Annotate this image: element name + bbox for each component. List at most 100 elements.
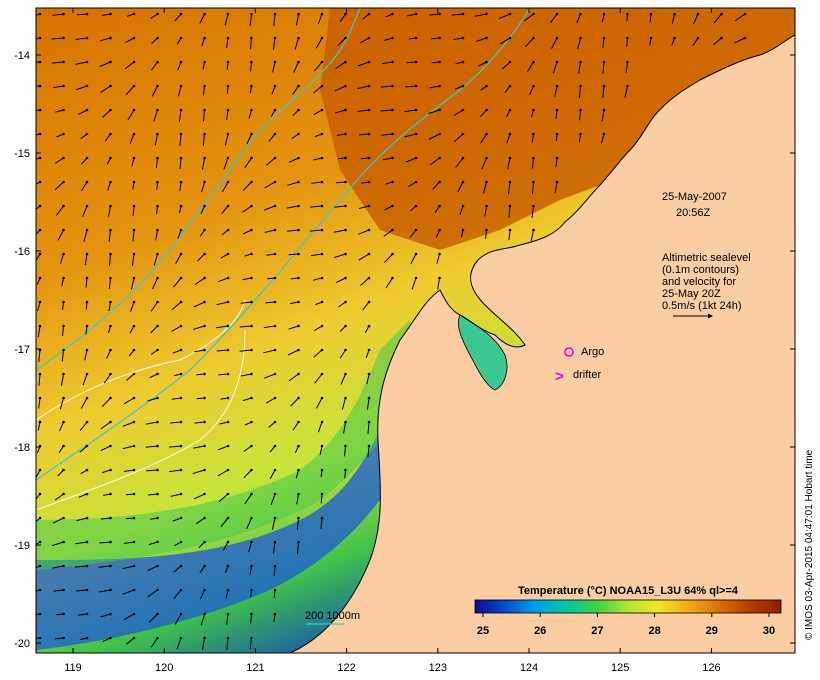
velocity-arrow-origin	[203, 108, 206, 112]
velocity-arrow	[148, 613, 158, 623]
velocity-arrow-origin	[62, 420, 65, 424]
velocity-arrow-origin	[62, 252, 65, 256]
velocity-arrow-origin	[250, 276, 253, 280]
velocity-arrow-origin	[132, 300, 136, 304]
velocity-arrow-origin	[250, 420, 253, 424]
velocity-arrow	[77, 109, 88, 116]
velocity-arrow-origin	[85, 612, 89, 616]
velocity-arrow-origin	[297, 348, 300, 352]
velocity-arrow	[76, 85, 88, 91]
velocity-arrow-origin	[508, 12, 512, 16]
velocity-arrow-origin	[132, 228, 136, 232]
velocity-arrow-origin	[320, 396, 324, 400]
velocity-arrow-origin	[109, 180, 112, 184]
altimetry-contour-a	[36, 299, 246, 421]
velocity-arrow	[145, 445, 158, 448]
velocity-arrow-origin	[132, 252, 136, 256]
velocity-arrow-origin	[62, 324, 65, 328]
velocity-arrow-origin	[132, 372, 136, 376]
velocity-arrow-origin	[156, 540, 159, 544]
velocity-arrow-origin	[273, 540, 277, 544]
velocity-arrow	[601, 109, 605, 122]
velocity-arrow-origin	[320, 180, 324, 184]
velocity-arrow	[226, 637, 229, 650]
altimetry-line-2: (0.1m contours)	[662, 264, 739, 276]
velocity-arrow	[431, 61, 440, 64]
velocity-arrow	[61, 277, 64, 287]
velocity-arrow-origin	[508, 156, 512, 160]
velocity-arrow	[367, 421, 370, 434]
velocity-arrow	[383, 157, 393, 161]
velocity-arrow-origin	[273, 12, 277, 16]
velocity-arrow	[51, 541, 64, 547]
velocity-arrow	[693, 13, 699, 25]
velocity-arrow	[315, 397, 323, 409]
velocity-arrow-origin	[179, 420, 183, 424]
velocity-arrow-origin	[156, 516, 159, 520]
velocity-arrow-origin	[62, 204, 65, 208]
velocity-arrow	[286, 205, 299, 209]
velocity-arrow	[476, 37, 487, 42]
velocity-arrow	[530, 229, 534, 242]
velocity-arrow-origin	[85, 588, 89, 592]
velocity-arrow-origin	[297, 300, 300, 304]
lat-tick-label: -15	[14, 148, 30, 160]
velocity-arrow-origin	[62, 228, 65, 232]
velocity-arrow-origin	[297, 396, 300, 400]
velocity-arrow-origin	[297, 420, 300, 424]
velocity-arrow-origin	[132, 12, 136, 16]
velocity-arrow-origin	[156, 132, 159, 136]
time-label: 20:56Z	[676, 207, 711, 219]
velocity-arrow	[122, 565, 135, 570]
velocity-arrow-origin	[203, 180, 206, 184]
velocity-arrow-origin	[273, 108, 277, 112]
velocity-arrow	[269, 445, 276, 453]
velocity-arrow-origin	[38, 372, 42, 376]
velocity-arrow-origin	[320, 84, 324, 88]
velocity-arrow	[478, 61, 487, 67]
velocity-arrow-origin	[109, 564, 112, 568]
velocity-arrow	[130, 301, 135, 312]
velocity-arrow-origin	[297, 468, 300, 472]
velocity-arrow	[218, 493, 229, 503]
velocity-arrow-origin	[391, 204, 394, 208]
velocity-arrow-origin	[62, 60, 65, 64]
velocity-arrow	[357, 109, 370, 112]
velocity-arrow	[362, 301, 370, 311]
velocity-arrow	[504, 85, 511, 94]
velocity-arrow	[296, 13, 299, 26]
velocity-arrow-origin	[414, 180, 418, 184]
velocity-arrow-origin	[508, 60, 512, 64]
velocity-arrow	[177, 85, 182, 97]
velocity-arrow-origin	[532, 132, 535, 136]
velocity-arrow	[75, 565, 88, 568]
velocity-arrow-origin	[297, 108, 300, 112]
velocity-arrow-origin	[344, 132, 347, 136]
velocity-arrow-origin	[156, 276, 159, 280]
contour-200m	[36, 8, 531, 481]
velocity-arrow	[365, 349, 370, 359]
velocity-arrow	[273, 589, 276, 599]
velocity-arrow	[578, 61, 581, 74]
velocity-arrow	[713, 37, 722, 46]
velocity-arrow-origin	[109, 348, 112, 352]
velocity-arrow-origin	[203, 276, 206, 280]
velocity-arrow-origin	[109, 300, 112, 304]
velocity-arrow	[125, 37, 135, 43]
velocity-arrow-origin	[461, 60, 465, 64]
velocity-arrow-origin	[250, 36, 253, 40]
velocity-arrow-origin	[85, 420, 89, 424]
velocity-arrow-origin	[297, 36, 300, 40]
velocity-arrow	[199, 589, 205, 600]
velocity-arrow-origin	[156, 60, 159, 64]
velocity-arrow-origin	[226, 492, 230, 496]
velocity-arrow-origin	[179, 564, 183, 568]
velocity-arrow	[193, 301, 205, 308]
velocity-arrow-origin	[273, 180, 277, 184]
velocity-arrow	[152, 277, 158, 290]
velocity-arrow-origin	[391, 108, 394, 112]
velocity-arrow	[99, 37, 111, 42]
velocity-arrow	[339, 13, 346, 22]
velocity-arrow	[313, 61, 323, 72]
